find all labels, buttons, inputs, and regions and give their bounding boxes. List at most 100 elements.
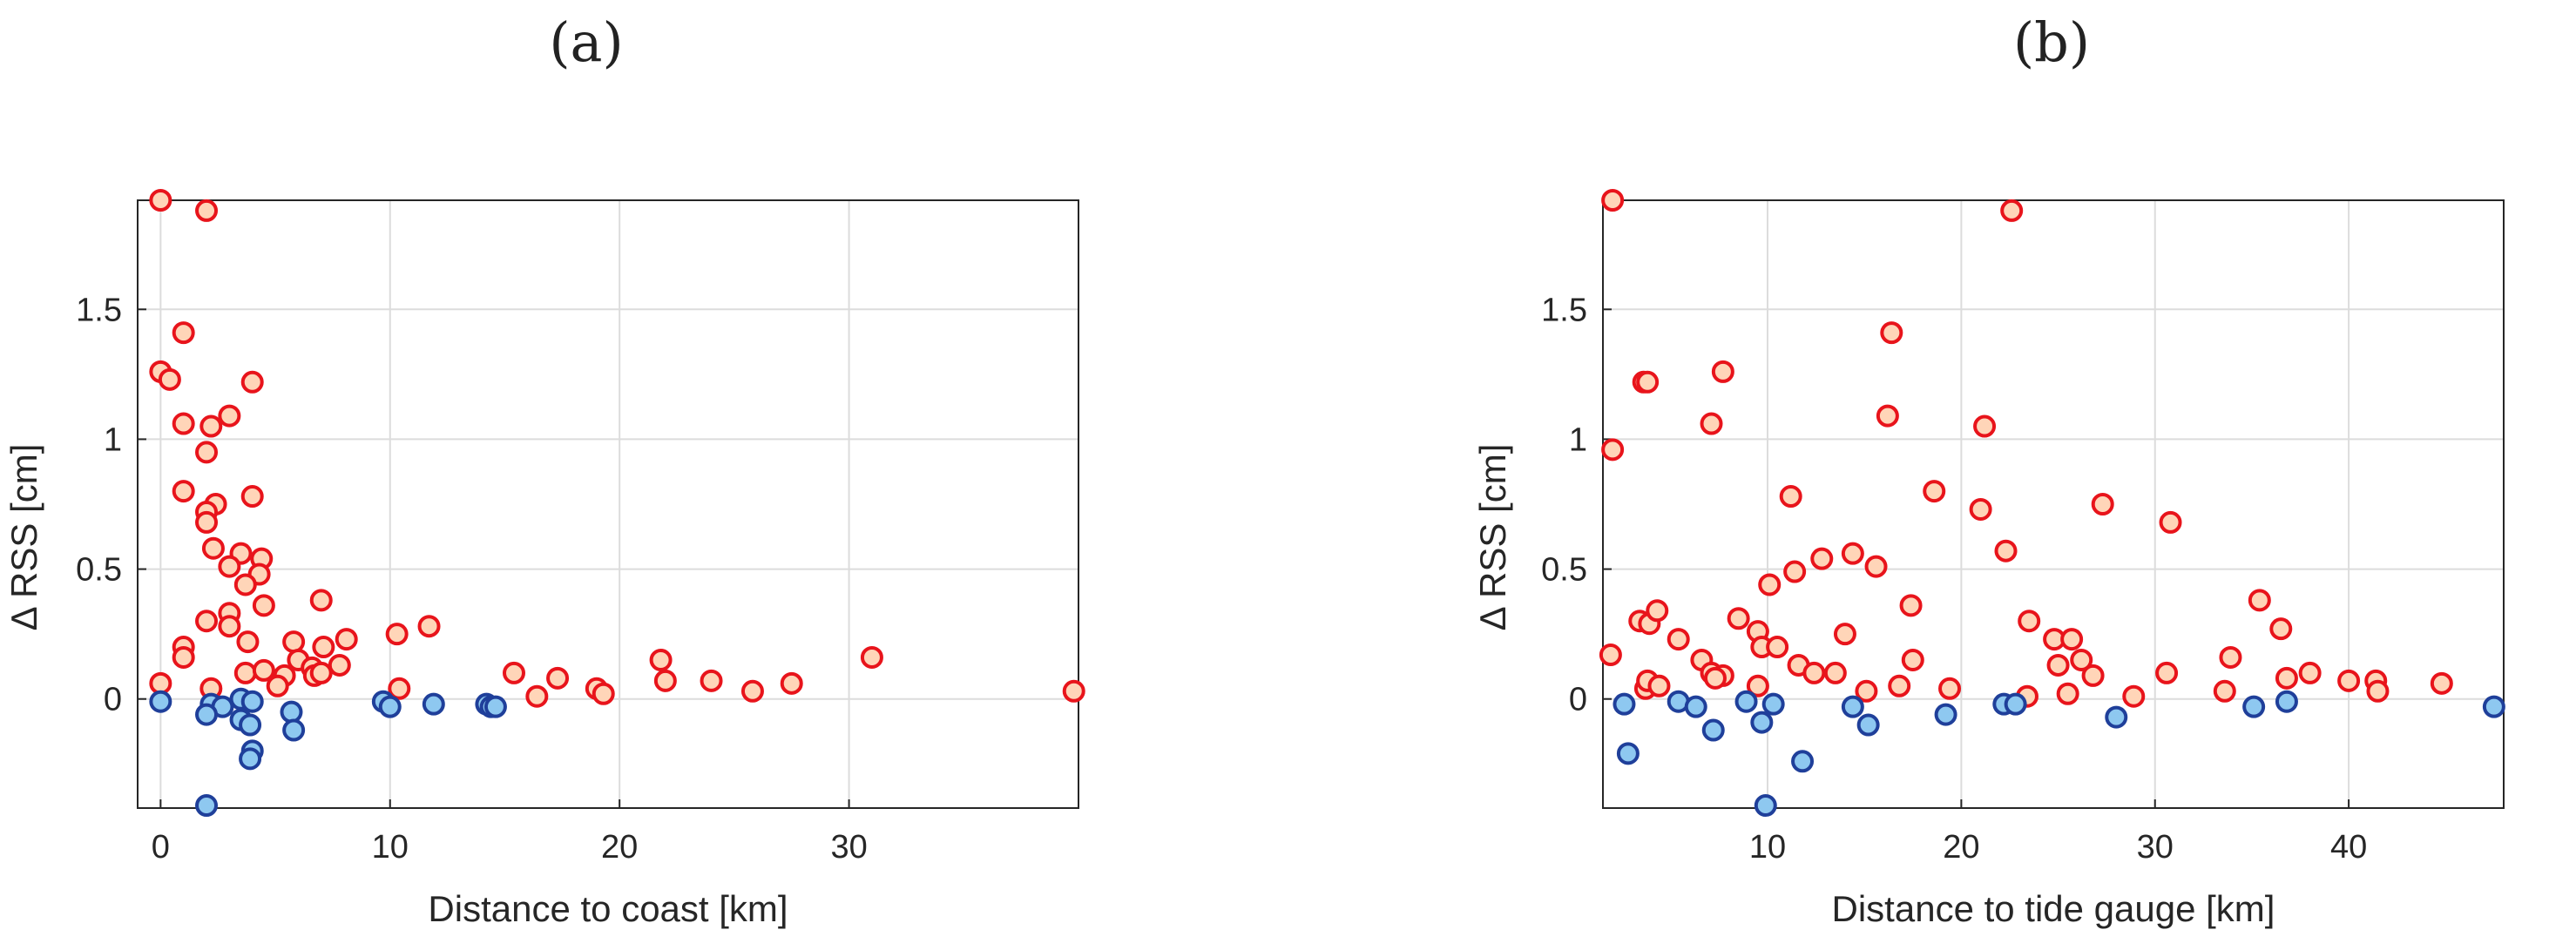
positive-point-b: [1876, 404, 1899, 428]
positive-point-a: [218, 555, 241, 578]
positive-point-a: [252, 594, 275, 617]
plot-frame-b: [1602, 199, 2505, 809]
positive-point-a: [780, 671, 803, 695]
positive-point-a: [282, 630, 306, 654]
positive-point-a: [309, 661, 333, 684]
positive-point-b: [1636, 370, 1660, 394]
positive-point-b: [1969, 497, 1992, 521]
positive-point-b: [1758, 573, 1782, 596]
negative-point-b: [2004, 692, 2027, 716]
positive-point-b: [2046, 653, 2070, 677]
x-tick-label: 20: [1943, 829, 1979, 866]
positive-point-a: [1062, 679, 1085, 703]
positive-point-a: [240, 370, 264, 394]
y-tick-label: 1.5: [1541, 292, 1587, 328]
positive-point-a: [233, 661, 257, 684]
x-tick-label: 10: [372, 829, 409, 866]
y-tick-label: 1: [104, 421, 122, 458]
positive-point-b: [1667, 628, 1690, 651]
positive-point-a: [195, 510, 219, 534]
positive-point-a: [195, 441, 219, 464]
positive-point-a: [149, 189, 172, 212]
positive-point-a: [201, 536, 225, 560]
negative-point-b: [2482, 695, 2505, 718]
positive-point-a: [860, 645, 883, 669]
negative-point-b: [1761, 692, 1785, 716]
positive-point-b: [2081, 664, 2105, 687]
positive-point-b: [1601, 189, 1625, 212]
y-tick-label: 0: [1569, 682, 1587, 718]
negative-point-b: [1684, 695, 1707, 718]
negative-point-b: [2242, 695, 2266, 718]
x-axis-title-a: Distance to coast [km]: [428, 888, 788, 929]
positive-point-b: [1810, 547, 1834, 570]
negative-point-b: [1934, 703, 1957, 726]
positive-point-b: [2275, 666, 2298, 690]
y-axis-title-b: Δ RSS [cm]: [1472, 444, 1513, 631]
positive-point-b: [1841, 542, 1864, 565]
positive-point-b: [1802, 661, 1826, 684]
positive-point-a: [149, 671, 172, 695]
negative-point-b: [1701, 718, 1725, 742]
positive-point-b: [1938, 677, 1962, 700]
positive-point-b: [2056, 682, 2079, 705]
positive-point-b: [1855, 679, 1878, 703]
positive-point-a: [236, 630, 260, 654]
negative-point-b: [1616, 742, 1640, 765]
positive-point-b: [2337, 669, 2361, 692]
y-tick-label: 0.5: [76, 552, 122, 589]
positive-point-a: [252, 658, 275, 682]
positive-point-a: [172, 480, 195, 503]
positive-point-b: [2122, 684, 2146, 708]
positive-point-b: [2018, 610, 2041, 633]
negative-point-a: [195, 703, 219, 726]
x-tick-label: 30: [830, 829, 867, 866]
positive-point-b: [1880, 321, 1903, 345]
positive-point-a: [592, 682, 615, 705]
positive-point-b: [2060, 628, 2084, 651]
positive-point-a: [700, 669, 723, 692]
positive-point-b: [1700, 412, 1723, 435]
positive-point-b: [2155, 661, 2179, 684]
positive-point-a: [335, 628, 358, 651]
positive-point-a: [172, 321, 195, 345]
positive-point-a: [218, 615, 241, 638]
positive-point-b: [1746, 674, 1769, 697]
positive-point-b: [1783, 560, 1807, 583]
positive-point-b: [2298, 661, 2322, 684]
positive-point-b: [2091, 493, 2114, 515]
panel-a-label: (a): [549, 10, 624, 74]
positive-point-b: [1973, 414, 1997, 438]
positive-point-b: [1727, 607, 1750, 630]
negative-point-b: [1613, 692, 1636, 716]
y-tick-label: 1: [1569, 421, 1587, 458]
positive-point-b: [2159, 510, 2182, 534]
negative-point-b: [1856, 713, 1880, 737]
positive-point-b: [1864, 555, 1888, 578]
positive-point-a: [233, 573, 257, 596]
positive-point-b: [1823, 661, 1847, 684]
positive-point-a: [388, 677, 411, 700]
positive-point-b: [1599, 643, 1622, 667]
positive-point-b: [2366, 679, 2390, 703]
negative-point-b: [1754, 794, 1777, 818]
y-tick-label: 0: [104, 682, 122, 718]
negative-point-a: [483, 695, 507, 718]
positive-point-a: [195, 610, 219, 633]
negative-point-a: [149, 690, 172, 713]
plot-area-a: [138, 200, 1078, 808]
positive-point-b: [1647, 674, 1671, 697]
negative-point-b: [1750, 711, 1774, 734]
positive-point-b: [1766, 636, 1789, 659]
x-tick-label: 20: [601, 829, 638, 866]
x-tick-label: 40: [2330, 829, 2367, 866]
negative-point-a: [240, 690, 264, 713]
positive-point-b: [1994, 539, 2018, 563]
positive-point-b: [1646, 599, 1669, 623]
positive-point-a: [328, 653, 351, 677]
positive-point-b: [1923, 480, 1946, 503]
positive-point-b: [1901, 648, 1924, 671]
positive-point-a: [218, 404, 241, 428]
x-tick-label: 30: [2137, 829, 2174, 866]
